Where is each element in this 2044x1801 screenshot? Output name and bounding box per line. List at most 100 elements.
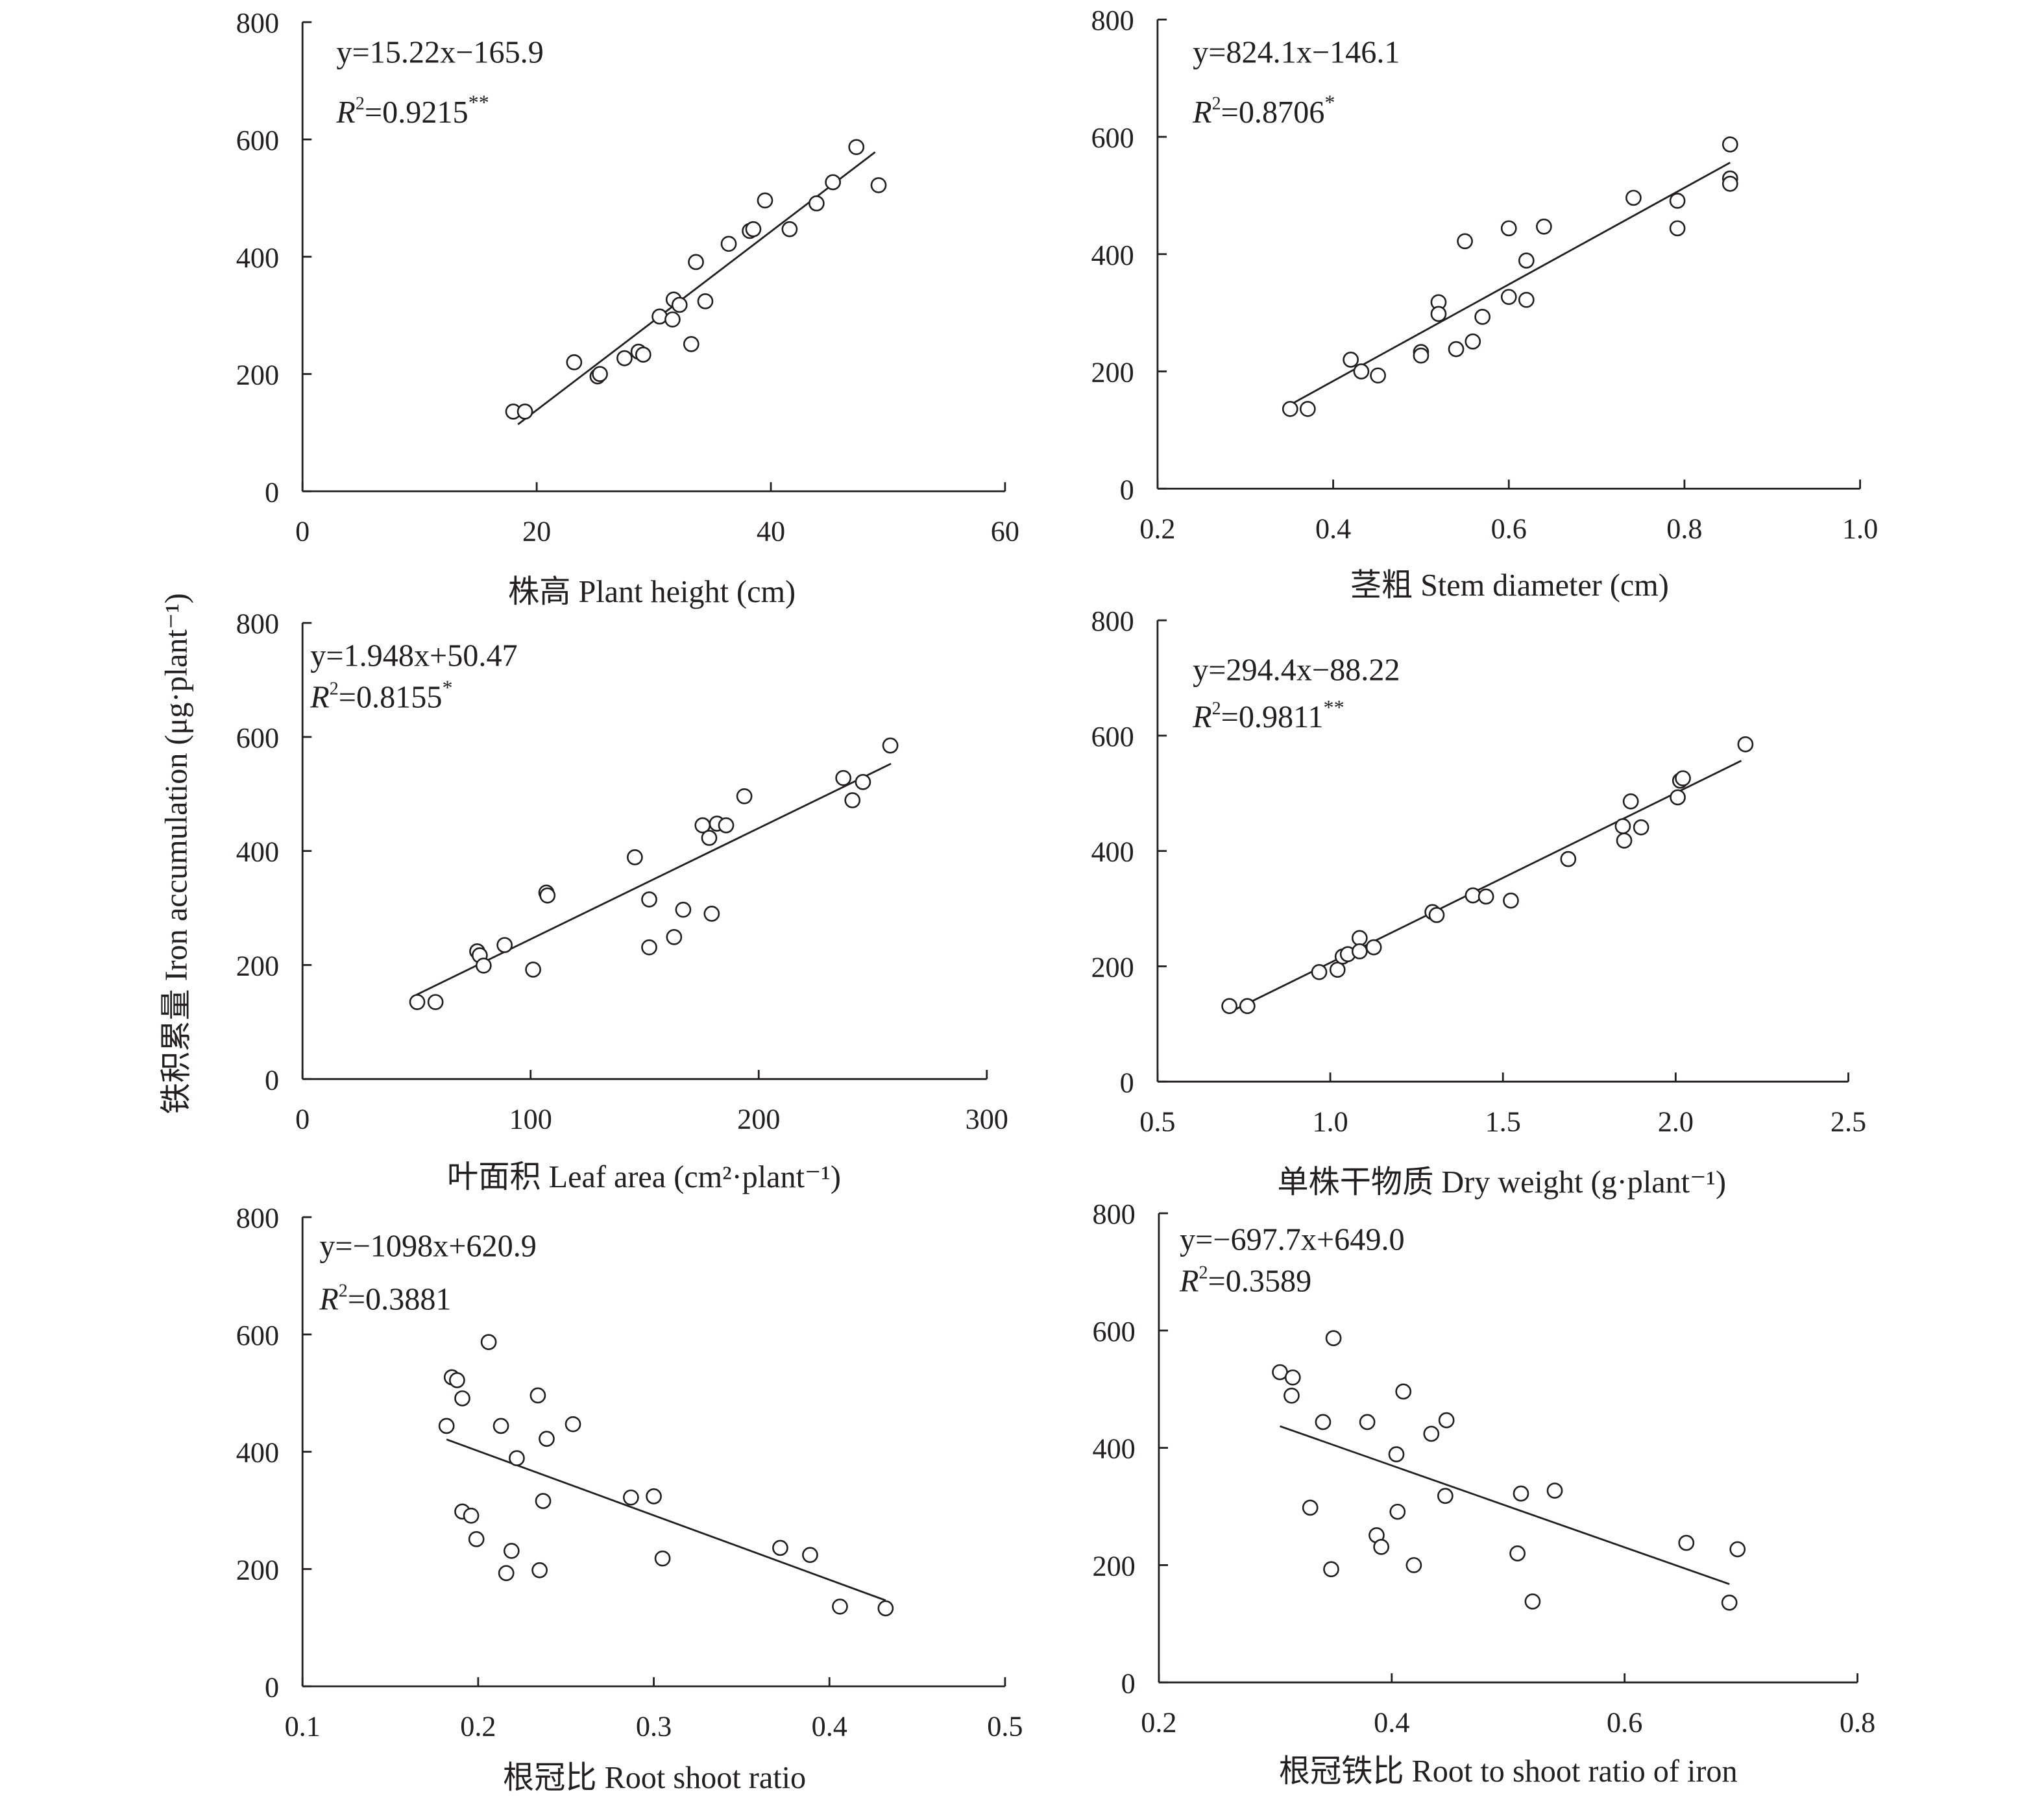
data-point	[1351, 943, 1368, 960]
data-point	[1670, 789, 1686, 806]
data-point	[882, 737, 899, 754]
data-point	[1678, 1534, 1695, 1551]
data-point	[1438, 1412, 1455, 1429]
data-point	[635, 346, 651, 363]
x-tick-label: 0.8	[1666, 513, 1702, 545]
significance-mark: **	[1324, 695, 1344, 719]
data-point	[1503, 892, 1519, 909]
data-point	[1675, 770, 1691, 787]
regression-equation: y=15.22x−165.9	[336, 35, 543, 69]
data-point	[870, 177, 887, 193]
data-point	[1616, 832, 1633, 849]
data-point	[781, 221, 798, 237]
x-tick-label: 2.5	[1831, 1106, 1866, 1138]
y-tick-label: 800	[236, 1202, 279, 1234]
data-point	[848, 139, 865, 156]
equals-sign: =	[348, 1283, 365, 1317]
data-point	[666, 929, 683, 945]
data-point	[757, 192, 773, 209]
data-point	[745, 221, 762, 237]
data-point	[1518, 252, 1535, 269]
y-tick-label: 600	[236, 1320, 279, 1351]
x-tick-label: 0	[295, 1104, 310, 1135]
data-point	[1513, 1485, 1529, 1502]
significance-mark: **	[468, 91, 489, 114]
data-point	[427, 994, 444, 1010]
data-point	[1221, 998, 1237, 1015]
data-point	[1388, 1446, 1405, 1462]
y-tick-label: 400	[1092, 1433, 1135, 1465]
data-point	[835, 769, 852, 786]
r-squared-value: 0.9215	[382, 95, 468, 130]
r-exponent: 2	[1198, 1263, 1208, 1283]
data-point	[1729, 1541, 1746, 1558]
r-squared-value: 0.3589	[1226, 1264, 1312, 1299]
r-symbol: R	[310, 681, 329, 715]
r-symbol: R	[1179, 1264, 1198, 1299]
data-point	[1622, 793, 1639, 810]
data-point	[1353, 363, 1370, 380]
y-tick-label: 0	[265, 1064, 279, 1096]
x-tick-label: 0.2	[1141, 1707, 1176, 1739]
regression-line	[517, 151, 876, 426]
y-tick-label: 0	[1120, 1067, 1134, 1098]
data-point	[1546, 1482, 1563, 1499]
data-point	[683, 336, 700, 352]
y-tick-label: 0	[265, 1671, 279, 1703]
data-point	[1625, 189, 1642, 206]
data-point	[802, 1547, 818, 1564]
data-point	[1633, 819, 1649, 836]
panel-5: 0 200 400 600 800 0.1 0.2 0.3 0.4 0.5 根冠比 Root sho…	[236, 1202, 1023, 1795]
x-axis-label: 叶面积 Leaf area (cm²·plant⁻¹)	[447, 1160, 841, 1194]
y-tick-label: 800	[1092, 1198, 1135, 1230]
data-point	[701, 830, 718, 846]
x-axis-label: 株高 Plant height (cm)	[508, 575, 796, 609]
r-exponent: 2	[330, 679, 339, 699]
data-point	[1413, 347, 1430, 364]
data-point	[623, 1489, 639, 1506]
data-point	[1282, 400, 1298, 417]
r-exponent: 2	[1212, 699, 1221, 719]
x-tick-label: 0.5	[987, 1711, 1023, 1743]
y-tick-label: 0	[1121, 1667, 1136, 1699]
data-point	[1465, 887, 1481, 904]
x-tick-label: 0.4	[812, 1711, 847, 1743]
y-tick-label: 0	[1120, 474, 1134, 505]
data-point	[565, 1416, 581, 1432]
data-point	[480, 1334, 497, 1350]
data-point	[736, 788, 753, 804]
r-squared-value: 0.9811	[1239, 700, 1324, 734]
x-tick-label: 0.2	[460, 1711, 496, 1743]
data-point	[641, 939, 657, 956]
data-point	[688, 254, 704, 271]
panel-6: 0 200 400 600 800 0.2 0.4 0.6 0.8 根冠铁比 Root to sh…	[1092, 1198, 1875, 1789]
regression-line	[446, 1438, 886, 1602]
data-point	[1722, 136, 1738, 153]
data-point	[675, 901, 692, 918]
data-point	[844, 792, 861, 808]
data-point	[529, 1387, 546, 1404]
data-point	[718, 817, 735, 834]
x-axis-label: 根冠铁比 Root to shoot ratio of iron	[1279, 1754, 1738, 1789]
data-point	[498, 1565, 515, 1582]
y-tick-label: 200	[1091, 357, 1134, 389]
data-point	[616, 350, 633, 367]
y-tick-label: 600	[236, 125, 279, 156]
data-point	[1343, 352, 1359, 368]
data-point	[1437, 1488, 1454, 1505]
x-tick-label: 0.8	[1840, 1707, 1875, 1739]
data-point	[503, 1543, 520, 1559]
r-squared: R2=0.3881	[319, 1281, 451, 1317]
panel-2: 0 200 400 600 800 0.2 0.4 0.6 0.8 1.0 茎粗 Stem diam…	[1091, 5, 1878, 603]
regression-equation: y=1.948x+50.47	[310, 638, 517, 673]
x-tick-label: 0.6	[1607, 1707, 1642, 1739]
data-point	[1311, 963, 1328, 980]
x-tick-label: 20	[522, 516, 551, 548]
data-point	[1373, 1539, 1390, 1555]
data-point	[1359, 1414, 1376, 1431]
y-tick-label: 400	[236, 242, 279, 274]
x-tick-label: 0.6	[1491, 513, 1527, 545]
data-point	[1395, 1383, 1412, 1400]
data-point	[1457, 233, 1473, 250]
